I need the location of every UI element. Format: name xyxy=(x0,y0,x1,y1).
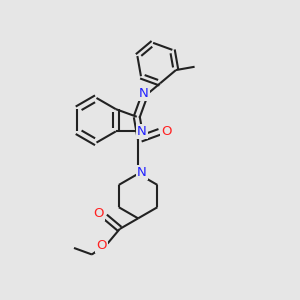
Text: N: N xyxy=(139,87,149,100)
Text: N: N xyxy=(137,125,147,138)
Text: O: O xyxy=(161,125,171,138)
Text: O: O xyxy=(96,239,107,252)
Text: N: N xyxy=(137,166,147,179)
Text: O: O xyxy=(93,207,104,220)
